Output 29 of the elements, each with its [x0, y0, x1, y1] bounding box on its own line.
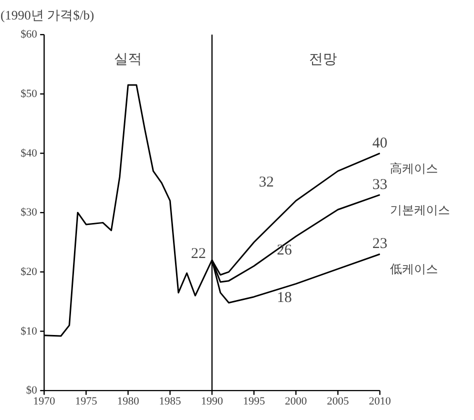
- x-tick-label: 2000: [284, 396, 308, 408]
- series-label: 低케이스: [390, 262, 438, 276]
- x-tick-label: 2005: [326, 396, 350, 408]
- x-tick-label: 2010: [368, 396, 392, 408]
- y-tick-label: $40: [20, 147, 38, 160]
- annotation: 실적: [114, 52, 142, 68]
- x-tick-label: 1970: [33, 396, 56, 408]
- data-label: 40: [372, 135, 388, 152]
- x-tick-label: 1990: [201, 396, 224, 408]
- series-label: 기본케이스: [390, 202, 450, 217]
- annotation: 전망: [308, 52, 337, 68]
- y-tick-label: $20: [20, 266, 38, 278]
- x-tick-label: 1995: [242, 396, 266, 408]
- y-tick-label: $50: [20, 88, 38, 100]
- y-axis-title: (1990년 가격$/b): [0, 8, 94, 22]
- data-label: 18: [276, 290, 292, 306]
- y-tick-label: $0: [26, 384, 38, 397]
- x-tick-label: 1985: [159, 396, 182, 408]
- data-label: 26: [276, 242, 292, 258]
- y-tick-label: $30: [20, 206, 38, 219]
- series-label: 高케이스: [390, 161, 438, 176]
- data-label: 33: [372, 176, 388, 193]
- data-label: 22: [191, 246, 206, 262]
- y-tick-label: $10: [20, 325, 38, 338]
- x-tick-label: 1975: [75, 396, 98, 408]
- data-label: 23: [372, 236, 388, 252]
- data-label: 32: [258, 174, 274, 191]
- y-tick-label: $60: [20, 28, 38, 41]
- x-tick-label: 1980: [117, 396, 140, 408]
